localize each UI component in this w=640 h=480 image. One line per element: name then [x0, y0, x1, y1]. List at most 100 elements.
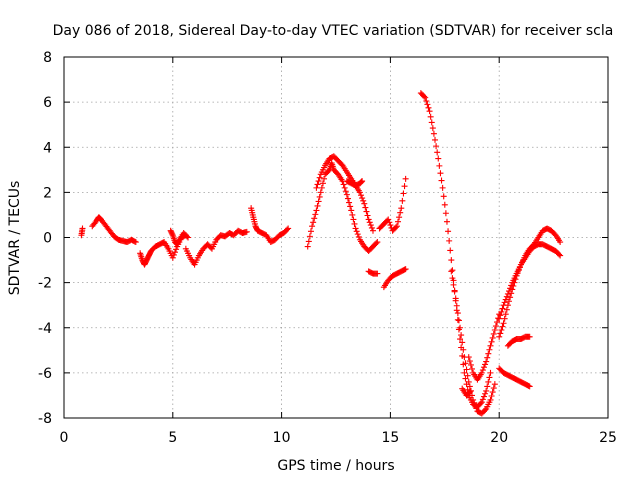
data-point: [363, 208, 370, 215]
data-point: [398, 205, 405, 212]
data-point: [465, 378, 472, 385]
series-seg17: [496, 225, 564, 340]
data-point: [342, 188, 349, 195]
series-seg14: [448, 268, 498, 417]
data-point: [359, 178, 366, 185]
chart-title: Day 086 of 2018, Sidereal Day-to-day VTE…: [53, 23, 614, 39]
data-point: [400, 190, 407, 197]
x-tick-label: 5: [168, 430, 177, 446]
data-point: [485, 350, 492, 357]
series-seg18: [496, 241, 564, 322]
data-point: [496, 315, 503, 322]
data-point: [480, 393, 487, 400]
data-point: [346, 199, 353, 206]
data-point: [465, 354, 472, 361]
data-point: [497, 312, 504, 319]
data-point: [401, 183, 408, 190]
data-point: [425, 104, 432, 111]
data-point: [483, 387, 490, 394]
data-point: [79, 225, 86, 232]
tick-labels: 0 5 10 15 20 25 -8 -6 -4 -2 0 2 4 6 8: [38, 50, 617, 446]
data-point: [438, 177, 445, 184]
y-tick-label: -8: [38, 411, 52, 427]
data-point: [505, 298, 512, 305]
data-point: [433, 143, 440, 150]
data-point: [351, 220, 358, 227]
data-point: [385, 216, 392, 223]
data-point: [457, 336, 464, 343]
series-seg4: [167, 227, 192, 248]
data-point: [467, 387, 474, 394]
data-point: [402, 175, 409, 182]
data-point: [525, 382, 532, 389]
data-point: [478, 399, 485, 406]
data-point: [314, 181, 321, 188]
data-point: [396, 214, 403, 221]
data-point: [455, 317, 462, 324]
data-points: [78, 90, 564, 417]
data-point: [459, 339, 466, 346]
data-point: [361, 200, 368, 207]
data-point: [307, 228, 314, 235]
data-point: [440, 193, 447, 200]
series-seg13: [417, 90, 494, 410]
data-point: [443, 218, 450, 225]
data-point: [494, 319, 501, 326]
data-point: [313, 207, 320, 214]
data-point: [466, 383, 473, 390]
series-seg16: [459, 385, 474, 399]
y-axis-label: SDTVAR / TECUs: [7, 181, 23, 296]
data-point: [448, 268, 455, 275]
series-seg20: [504, 333, 533, 349]
data-point: [497, 330, 504, 337]
data-point: [314, 202, 321, 209]
data-point: [526, 333, 533, 340]
data-point: [402, 266, 409, 273]
data-point: [484, 354, 491, 361]
data-point: [365, 216, 372, 223]
series-seg19: [496, 365, 533, 390]
data-point: [367, 222, 374, 229]
data-point: [469, 365, 475, 372]
data-point: [397, 209, 404, 216]
data-point: [503, 306, 510, 313]
data-point: [319, 180, 326, 187]
data-point: [482, 361, 489, 368]
data-point: [131, 238, 138, 245]
data-point: [488, 338, 495, 345]
data-point: [486, 374, 493, 381]
data-point: [467, 361, 474, 368]
data-point: [428, 119, 435, 126]
data-point: [343, 191, 350, 198]
data-point: [557, 252, 564, 259]
data-point: [340, 181, 347, 188]
data-point: [526, 383, 533, 390]
y-tick-label: 4: [43, 140, 52, 156]
data-point: [463, 366, 470, 373]
data-point: [507, 294, 514, 301]
data-point: [508, 282, 515, 289]
series-seg12: [380, 266, 409, 291]
data-point: [305, 238, 312, 245]
data-point: [368, 224, 375, 231]
data-point: [439, 184, 446, 191]
data-point: [132, 239, 139, 246]
data-point: [489, 389, 496, 396]
series-seg2: [89, 214, 139, 246]
data-point: [462, 360, 469, 367]
data-point: [436, 162, 443, 169]
data-point: [447, 247, 454, 254]
data-point: [445, 228, 452, 235]
series-seg10: [365, 268, 381, 277]
data-point: [422, 94, 429, 101]
data-point: [423, 97, 430, 104]
data-point: [426, 108, 433, 115]
data-point: [317, 189, 324, 196]
data-point: [306, 233, 313, 240]
data-point: [358, 192, 365, 199]
y-tick-label: -4: [38, 321, 52, 337]
data-point: [349, 211, 356, 218]
series-seg8: [313, 153, 376, 234]
data-point: [453, 302, 460, 309]
data-point: [482, 407, 489, 414]
